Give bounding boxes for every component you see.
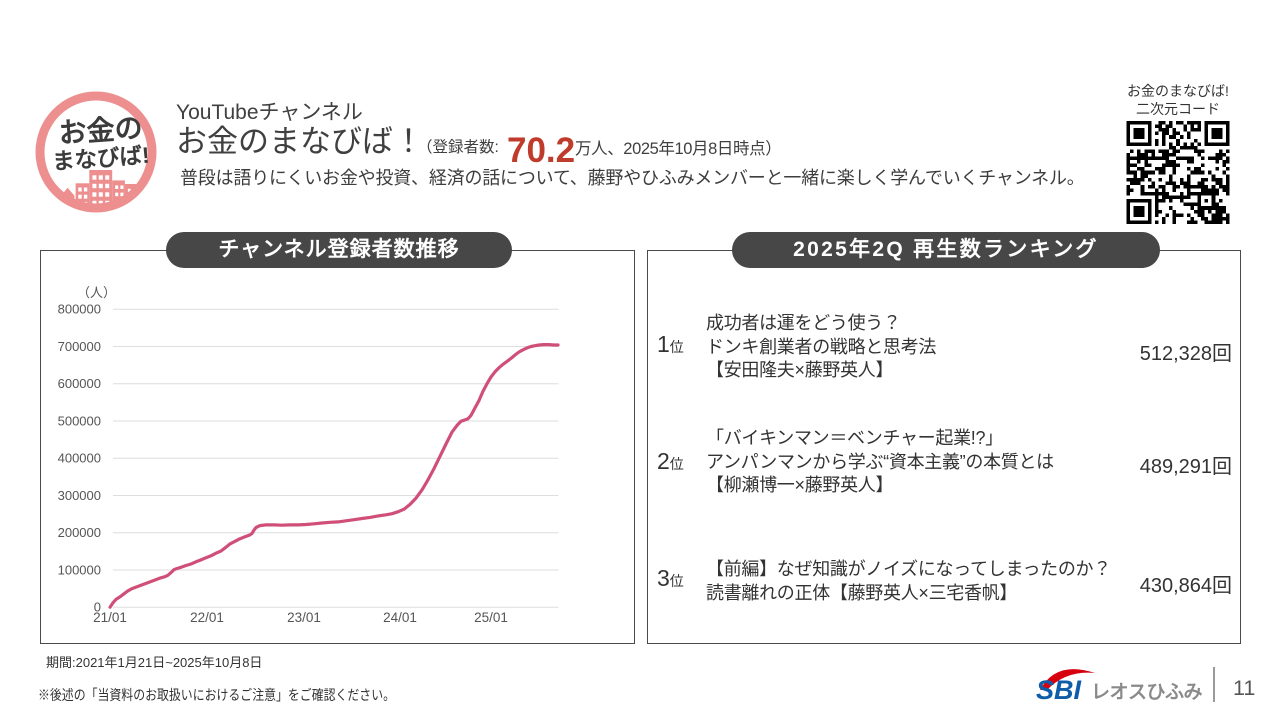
svg-text:24/01: 24/01 [383, 610, 417, 625]
svg-text:100000: 100000 [58, 563, 101, 578]
svg-text:22/01: 22/01 [190, 610, 224, 625]
svg-text:21/01: 21/01 [93, 610, 127, 625]
svg-text:SBI: SBI [1036, 675, 1082, 705]
svg-text:500000: 500000 [58, 414, 101, 429]
svg-text:23/01: 23/01 [287, 610, 321, 625]
svg-text:400000: 400000 [58, 451, 101, 466]
svg-text:お金の: お金の [58, 112, 144, 149]
svg-text:200000: 200000 [58, 525, 101, 540]
svg-text:600000: 600000 [58, 376, 101, 391]
svg-text:（人）: （人） [77, 285, 116, 300]
svg-text:800000: 800000 [58, 302, 101, 317]
svg-text:700000: 700000 [58, 339, 101, 354]
svg-text:0: 0 [94, 600, 101, 615]
svg-text:25/01: 25/01 [474, 610, 508, 625]
svg-text:300000: 300000 [58, 488, 101, 503]
